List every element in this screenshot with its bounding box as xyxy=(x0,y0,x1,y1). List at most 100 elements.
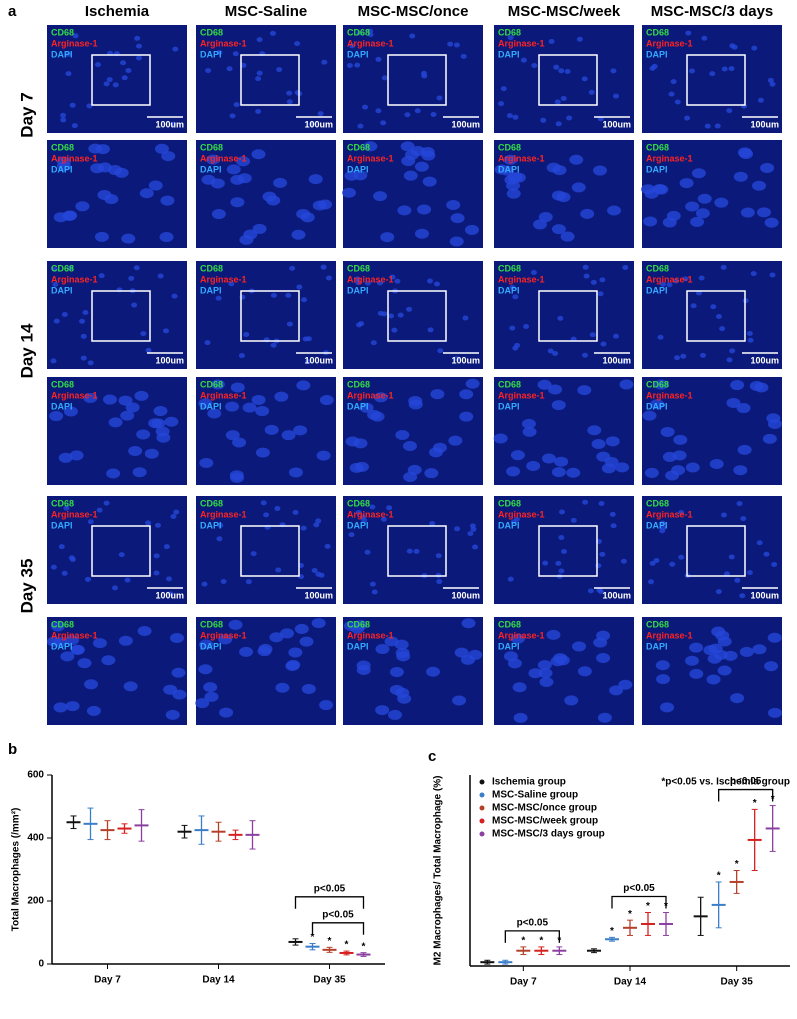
nucleus xyxy=(83,392,98,403)
stain-label: DAPI xyxy=(646,285,668,295)
nucleus xyxy=(255,76,262,82)
nucleus xyxy=(252,223,267,234)
nucleus xyxy=(228,619,243,630)
nucleus xyxy=(207,408,222,419)
stain-label: DAPI xyxy=(347,164,369,174)
stain-label: DAPI xyxy=(498,164,520,174)
nucleus xyxy=(582,499,589,505)
nucleus xyxy=(619,379,634,390)
stain-label: CD68 xyxy=(51,379,74,389)
nucleus xyxy=(61,311,68,317)
nucleus xyxy=(380,120,387,126)
nucleus xyxy=(77,658,92,669)
stain-label: DAPI xyxy=(347,641,369,651)
nucleus xyxy=(121,75,128,81)
nucleus xyxy=(300,525,307,531)
nucleus xyxy=(591,438,606,449)
nucleus xyxy=(285,292,292,298)
nucleus xyxy=(204,340,211,346)
nucleus xyxy=(571,182,586,193)
stain-label: DAPI xyxy=(200,520,222,530)
nucleus xyxy=(311,618,326,629)
nucleus xyxy=(726,357,733,363)
nucleus xyxy=(710,304,717,310)
nucleus xyxy=(689,668,704,679)
nucleus xyxy=(493,433,508,444)
nucleus xyxy=(747,337,754,343)
nucleus xyxy=(171,293,178,299)
nucleus xyxy=(462,315,469,321)
nucleus xyxy=(507,576,514,582)
significance-star: * xyxy=(521,936,525,947)
zoom-box xyxy=(686,54,746,106)
nucleus xyxy=(139,188,154,199)
nucleus xyxy=(546,162,561,173)
nucleus xyxy=(134,35,141,41)
nucleus xyxy=(305,359,312,365)
nucleus xyxy=(153,570,160,576)
nucleus xyxy=(403,170,418,181)
nucleus xyxy=(435,553,442,559)
bracket xyxy=(294,896,365,909)
nucleus xyxy=(500,86,507,92)
nucleus xyxy=(373,191,388,202)
stain-label: DAPI xyxy=(498,641,520,651)
x-tick-label: Day 14 xyxy=(614,977,647,988)
nucleus xyxy=(169,633,184,644)
nucleus xyxy=(166,576,173,582)
nucleus xyxy=(609,511,616,517)
nucleus xyxy=(447,41,454,47)
nucleus xyxy=(96,507,103,513)
nucleus xyxy=(103,81,110,87)
nucleus xyxy=(560,231,575,242)
nucleus xyxy=(50,621,65,632)
nucleus xyxy=(356,30,363,36)
column-header: MSC-MSC/week xyxy=(508,3,621,20)
stain-label: CD68 xyxy=(51,498,74,508)
x-tick-label: Day 35 xyxy=(313,975,346,986)
nucleus xyxy=(736,403,751,414)
nucleus xyxy=(698,275,705,281)
scale-label: 100um xyxy=(750,119,779,129)
nucleus xyxy=(717,665,732,676)
nucleus xyxy=(311,567,318,573)
nucleus xyxy=(293,425,308,436)
panel-label: c xyxy=(428,748,436,765)
nucleus xyxy=(153,553,160,559)
nucleus xyxy=(203,682,218,693)
nucleus xyxy=(595,563,602,569)
row-label: Day 7 xyxy=(17,92,36,137)
nucleus xyxy=(112,82,119,88)
nucleus xyxy=(308,121,315,127)
nucleus xyxy=(232,437,247,448)
panel-label: b xyxy=(8,741,17,758)
nucleus xyxy=(64,51,71,57)
nucleus xyxy=(593,165,608,176)
stain-label: DAPI xyxy=(347,520,369,530)
nucleus xyxy=(313,522,320,528)
scale-label: 100um xyxy=(304,119,333,129)
column-header: Ischemia xyxy=(85,3,150,20)
nucleus xyxy=(350,623,365,634)
significance-star: * xyxy=(735,859,739,870)
nucleus xyxy=(729,348,736,354)
nucleus xyxy=(72,33,79,39)
nucleus xyxy=(764,217,779,228)
nucleus xyxy=(668,91,675,97)
nucleus xyxy=(512,114,519,120)
nucleus xyxy=(57,161,72,172)
legend-marker xyxy=(479,779,485,785)
nucleus xyxy=(642,410,657,421)
nucleus xyxy=(764,661,779,672)
nucleus xyxy=(669,561,676,567)
nucleus xyxy=(647,579,654,585)
nucleus xyxy=(371,589,378,595)
nucleus xyxy=(136,43,143,49)
nucleus xyxy=(381,75,388,81)
annotation: *p<0.05 vs. Ischemia group xyxy=(661,777,790,788)
nucleus xyxy=(230,197,245,208)
nucleus xyxy=(321,59,328,65)
nucleus xyxy=(406,306,413,312)
nucleus xyxy=(264,424,279,435)
nucleus xyxy=(362,104,369,110)
